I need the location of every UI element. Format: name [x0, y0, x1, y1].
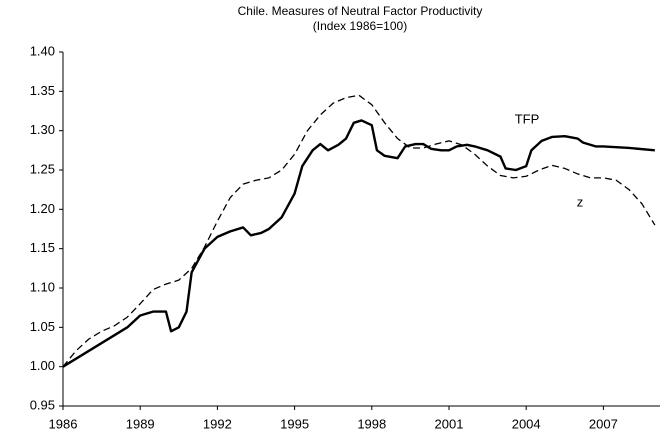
y-tick-label: 1.20	[30, 201, 55, 216]
chart-title: Chile. Measures of Neutral Factor Produc…	[238, 4, 483, 18]
x-tick-label: 1989	[126, 416, 155, 431]
chart-subtitle: (Index 1986=100)	[313, 19, 407, 33]
x-tick-label: 1986	[49, 416, 78, 431]
y-tick-label: 1.35	[30, 83, 55, 98]
series-label: TFP	[515, 111, 540, 126]
x-tick-label: 2007	[589, 416, 618, 431]
y-tick-label: 1.40	[30, 43, 55, 58]
y-tick-label: 0.95	[30, 397, 55, 412]
y-tick-label: 1.05	[30, 319, 55, 334]
x-tick-label: 2004	[512, 416, 541, 431]
series-line	[62, 94, 656, 368]
y-tick-label: 1.00	[30, 358, 55, 373]
x-tick-label: 1992	[203, 416, 232, 431]
y-tick-label: 1.25	[30, 161, 55, 176]
y-tick-label: 1.10	[30, 279, 55, 294]
x-tick-label: 2001	[435, 416, 464, 431]
series-line	[62, 119, 655, 368]
y-tick-label: 1.15	[30, 240, 55, 255]
x-tick-label: 1995	[280, 416, 309, 431]
x-tick-label: 1998	[357, 416, 386, 431]
series-label: z	[577, 194, 584, 209]
y-tick-label: 1.30	[30, 122, 55, 137]
